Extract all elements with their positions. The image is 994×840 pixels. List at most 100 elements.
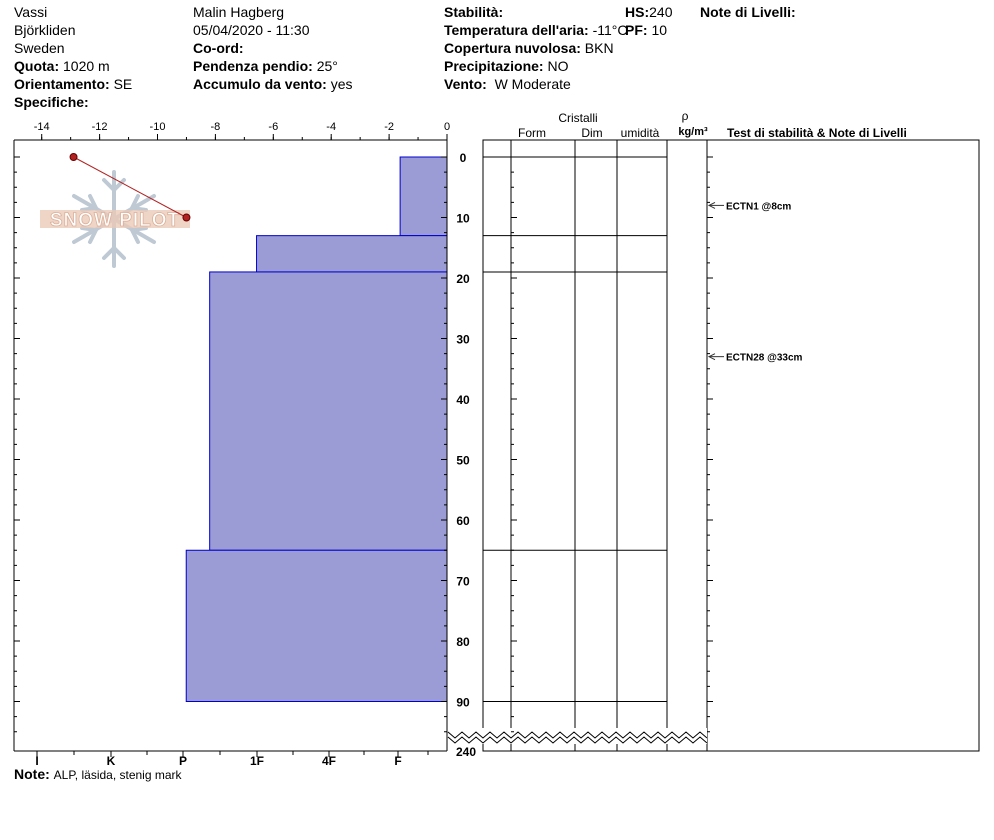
location-country: Sweden (14, 40, 65, 56)
depth-tick-label: 90 (456, 696, 470, 710)
wind-value: W Moderate (494, 76, 571, 92)
hardness-layer-3 (185, 549, 448, 702)
wind-loading-label: Accumulo da vento: (193, 76, 327, 92)
coord-row: Co-ord: (193, 39, 352, 57)
pf-row: PF: 10 (625, 21, 672, 39)
temp-tick-label: -14 (34, 121, 50, 133)
air-temp-value: -11°C (592, 22, 628, 38)
specifics-row: Specifiche: (14, 93, 132, 111)
hardness-tick-label: I (35, 754, 38, 768)
aspect-label: Orientamento: (14, 76, 110, 92)
hs-block: HS:240 PF: 10 (625, 3, 672, 39)
location-area: Björkliden (14, 22, 76, 38)
stability-test-label: ECTN28 @33cm (726, 353, 803, 364)
size-header: Dim (581, 126, 602, 140)
wind-label: Vento: (444, 76, 487, 92)
axis-break-zigzag (447, 736, 708, 744)
location-name: Vassi (14, 4, 48, 20)
density-symbol: ρ (682, 109, 689, 123)
stability-test-arrowhead (707, 201, 716, 209)
hardness-layer-2 (209, 271, 448, 551)
hardness-tick-label: K (107, 754, 116, 768)
depth-bottom-label: 240 (456, 745, 476, 759)
air-temp-row: Temperatura dell'aria: -11°C (444, 21, 627, 39)
note-value: ALP, läsida, stenig mark (53, 768, 182, 782)
wind-loading-row: Accumulo da vento: yes (193, 75, 352, 93)
stability-row: Stabilità: (444, 3, 627, 21)
cloud-value: BKN (584, 40, 614, 56)
snowpilot-logo: SNOW PILOT (40, 170, 190, 268)
hs-value: 240 (649, 4, 673, 20)
location-block: Vassi Björkliden Sweden Quota: 1020 m Or… (14, 3, 132, 111)
pf-label: PF: (625, 22, 648, 38)
slope-row: Pendenza pendio: 25° (193, 57, 352, 75)
logo-text: SNOW PILOT (50, 210, 180, 231)
stability-label: Stabilità: (444, 4, 504, 20)
temperature-point (182, 213, 191, 222)
aspect-value: SE (113, 76, 133, 92)
hs-row: HS:240 (625, 3, 672, 21)
depth-tick-label: 80 (456, 635, 470, 649)
temp-tick-label: -4 (326, 121, 336, 133)
depth-tick-label: 10 (456, 212, 470, 226)
temp-tick-label: -2 (384, 121, 394, 133)
elevation-label: Quota: (14, 58, 60, 74)
precip-row: Precipitazione: NO (444, 57, 627, 75)
slope-label: Pendenza pendio: (193, 58, 313, 74)
specifics-label: Specifiche: (14, 94, 89, 110)
pf-value: 10 (651, 22, 668, 38)
temperature-line (73, 156, 187, 218)
footer-note: Note: ALP, läsida, stenig mark (14, 766, 182, 782)
temp-tick-label: -6 (268, 121, 278, 133)
depth-tick-label: 40 (456, 393, 470, 407)
conditions-block: Stabilità: Temperatura dell'aria: -11°C … (444, 3, 627, 93)
wind-row: Vento: W Moderate (444, 75, 627, 93)
elevation-row: Quota: 1020 m (14, 57, 132, 75)
temp-tick-label: -10 (150, 121, 166, 133)
depth-tick-label: 0 (460, 151, 467, 165)
temp-tick-label: -8 (211, 121, 221, 133)
form-header: Form (518, 126, 546, 140)
hardness-tick-label: F (394, 754, 401, 768)
depth-tick-label: 30 (456, 333, 470, 347)
temp-tick-label: -12 (92, 121, 108, 133)
hs-label: HS: (625, 4, 650, 20)
precip-label: Precipitazione: (444, 58, 544, 74)
coord-label: Co-ord: (193, 40, 244, 56)
hardness-tick-label: 4F (322, 754, 336, 768)
cloud-row: Copertura nuvolosa: BKN (444, 39, 627, 57)
stability-test-label: ECTN1 @8cm (726, 201, 791, 212)
slope-value: 25° (316, 58, 338, 74)
density-unit: kg/m³ (678, 126, 708, 138)
temperature-point (69, 153, 78, 161)
elevation-value: 1020 m (63, 58, 110, 74)
break-mask (448, 728, 707, 744)
depth-tick-label: 20 (456, 272, 470, 286)
precip-value: NO (547, 58, 569, 74)
depth-tick-label: 50 (456, 454, 470, 468)
aspect-row: Orientamento: SE (14, 75, 132, 93)
note-label: Note: (14, 766, 50, 782)
layer-notes-heading: Note di Livelli: (700, 3, 796, 21)
hardness-tick-label: 1F (250, 754, 264, 768)
depth-tick-label: 60 (456, 514, 470, 528)
hardness-layer-1 (256, 235, 448, 273)
temp-tick-label: 0 (444, 121, 450, 133)
tests-header: Test di stabilità & Note di Livelli (727, 126, 907, 140)
observation-datetime: 05/04/2020 - 11:30 (193, 22, 310, 38)
wind-loading-value: yes (330, 76, 353, 92)
observer-block: Malin Hagberg 05/04/2020 - 11:30 Co-ord:… (193, 3, 352, 93)
stability-test-arrowhead (707, 353, 716, 361)
layer-notes-label: Note di Livelli: (700, 4, 796, 20)
hardness-layer-0 (399, 156, 448, 237)
table-frame (482, 139, 980, 752)
observer-name: Malin Hagberg (193, 4, 285, 20)
air-temp-label: Temperatura dell'aria: (444, 22, 589, 38)
crystals-header: Cristalli (558, 111, 597, 125)
hardness-tick-label: P (179, 754, 187, 768)
depth-tick-label: 70 (456, 575, 470, 589)
wetness-header: umidità (621, 126, 660, 140)
axis-break-zigzag (447, 731, 708, 739)
cloud-label: Copertura nuvolosa: (444, 40, 581, 56)
